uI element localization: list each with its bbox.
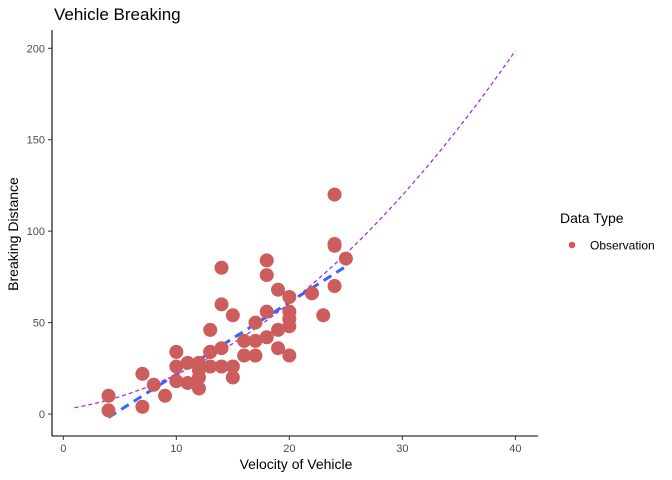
y-axis-ticks: 0 50 100 150 200	[27, 43, 52, 421]
data-point	[282, 348, 297, 363]
x-axis-ticks: 0 10 20 30 40	[60, 436, 522, 455]
linear-fit-line	[107, 265, 347, 419]
data-point	[169, 374, 184, 389]
data-point	[191, 381, 206, 396]
x-tick-label: 0	[60, 443, 66, 455]
data-point	[327, 236, 342, 251]
data-point	[237, 348, 252, 363]
data-point	[259, 268, 274, 283]
data-point	[214, 359, 229, 374]
chart-title: Vehicle Breaking	[54, 5, 181, 24]
y-tick-label: 200	[27, 43, 45, 55]
data-point	[282, 304, 297, 319]
data-points	[101, 187, 353, 418]
y-tick-label: 150	[27, 135, 45, 147]
legend-label-observation: Observation	[590, 239, 655, 253]
data-point	[214, 297, 229, 312]
x-axis-title: Velocity of Vehicle	[240, 456, 353, 472]
data-point	[259, 304, 274, 319]
data-point	[169, 344, 184, 359]
x-tick-label: 30	[396, 443, 408, 455]
data-point	[180, 375, 195, 390]
data-point	[327, 279, 342, 294]
data-point	[304, 286, 319, 301]
data-point	[237, 333, 252, 348]
data-point	[271, 322, 286, 337]
x-tick-label: 40	[509, 443, 521, 455]
data-point	[214, 341, 229, 356]
x-tick-label: 20	[283, 443, 295, 455]
y-axis-title: Breaking Distance	[5, 177, 21, 291]
legend: Data Type Observation	[560, 210, 655, 253]
fit-lines	[74, 50, 516, 419]
data-point	[271, 341, 286, 356]
legend-title: Data Type	[560, 210, 624, 226]
data-point	[338, 251, 353, 266]
data-point	[146, 377, 161, 392]
data-point	[101, 403, 116, 418]
data-point	[203, 322, 218, 337]
data-point	[158, 388, 173, 403]
data-point	[101, 388, 116, 403]
data-point	[248, 315, 263, 330]
data-point	[316, 308, 331, 323]
data-point	[135, 399, 150, 414]
data-point	[180, 355, 195, 370]
y-tick-label: 100	[27, 226, 45, 238]
data-point	[248, 333, 263, 348]
x-tick-label: 10	[170, 443, 182, 455]
y-tick-label: 0	[39, 409, 45, 421]
data-point	[271, 282, 286, 297]
data-point	[191, 355, 206, 370]
data-point	[225, 370, 240, 385]
data-point	[248, 348, 263, 363]
data-point	[225, 308, 240, 323]
data-point	[259, 253, 274, 268]
data-point	[282, 290, 297, 305]
data-point	[259, 330, 274, 345]
data-point	[203, 344, 218, 359]
data-point	[327, 187, 342, 202]
data-point	[214, 260, 229, 275]
data-point	[135, 366, 150, 381]
legend-key-observation	[568, 241, 576, 249]
data-point	[203, 359, 218, 374]
y-tick-label: 50	[33, 318, 45, 330]
data-point	[169, 359, 184, 374]
data-point	[225, 359, 240, 374]
